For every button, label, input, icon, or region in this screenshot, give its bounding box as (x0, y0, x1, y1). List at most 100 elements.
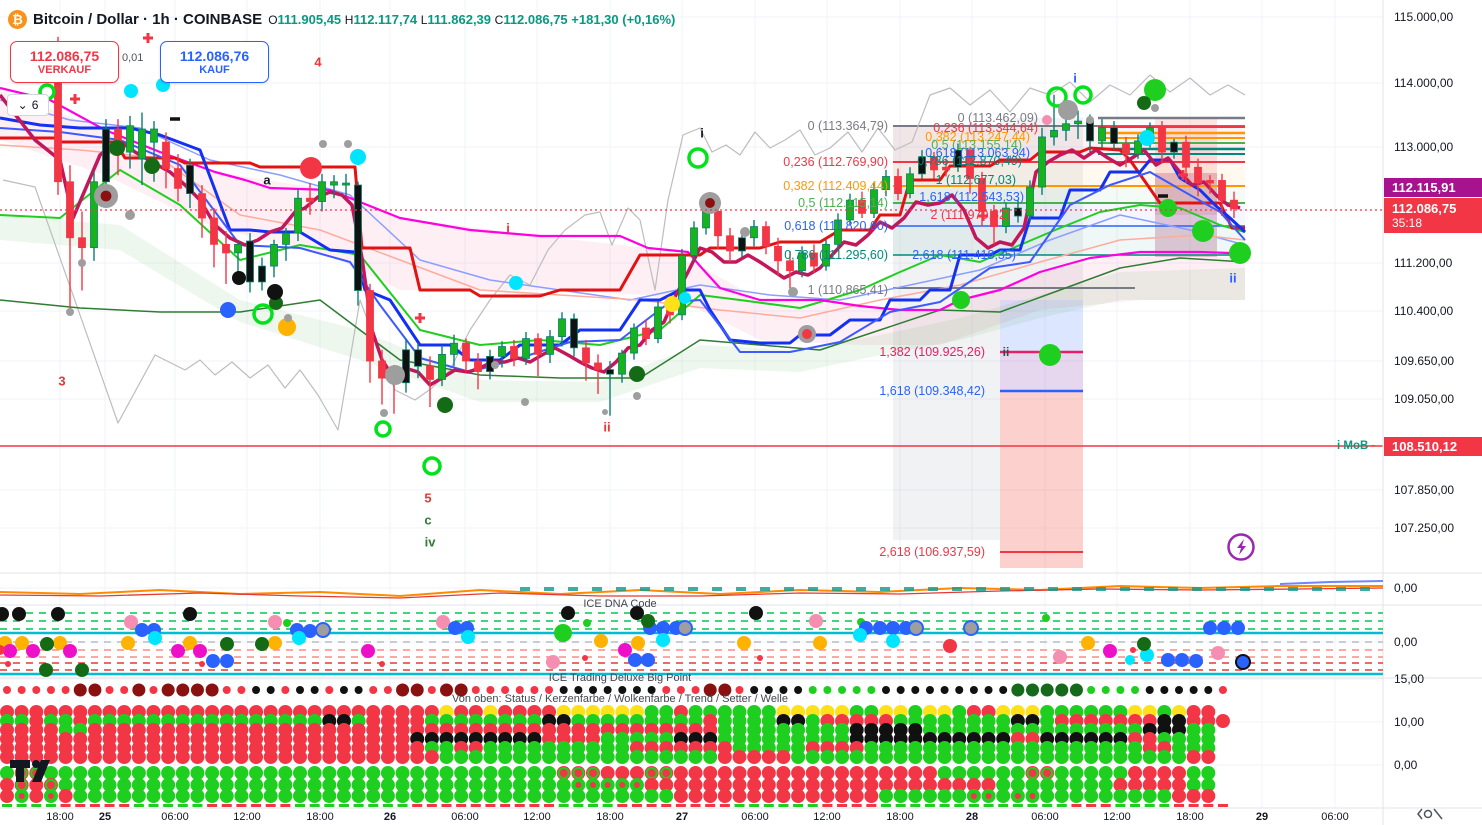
candle (90, 171, 98, 261)
chart-marker (1073, 85, 1093, 105)
candle (654, 301, 662, 344)
alert-cross-icon (143, 33, 153, 43)
fib-level-label: 1,382 (109.925,26) (879, 345, 985, 359)
fib-level-label: 0,382 (112.409,44) (783, 179, 888, 193)
chart-marker (687, 147, 709, 169)
dna-panel-title: ICE DNA Code (583, 598, 657, 610)
dna-dot (546, 655, 560, 669)
chart-marker (252, 303, 274, 325)
alert-cross-icon (978, 211, 988, 221)
time-axis-tick: 26 (383, 811, 397, 823)
candle (834, 213, 842, 249)
chart-marker (629, 366, 645, 382)
candle (1230, 191, 1238, 218)
indicators-count: 6 (31, 98, 39, 112)
candle (462, 338, 470, 372)
elliott-wave-label: ii (603, 419, 611, 435)
candle (798, 246, 806, 278)
dna-dot (594, 634, 608, 648)
bigpoint-row (0, 750, 1216, 764)
bigpoint-row (0, 778, 1216, 792)
indicators-collapse-button[interactable]: ⌄ 6 (7, 94, 49, 116)
ohlc-key: C (494, 12, 504, 27)
elliott-wave-label: 4 (314, 54, 322, 70)
dna-dot (886, 621, 900, 635)
dna-dot (206, 654, 220, 668)
candle (1026, 180, 1034, 222)
time-axis-tick: 18:00 (596, 811, 624, 823)
bigpoint-legend: Von oben: Status / Kerzenfarbe / Wolkenf… (452, 693, 788, 705)
price-badge: 108.510,12 (1384, 437, 1482, 456)
ohlc-value: 111.862,39 (427, 11, 495, 27)
chart-marker (633, 392, 641, 400)
time-axis-tick: 06:00 (741, 811, 769, 823)
elliott-wave-label: ii (1229, 270, 1237, 286)
buy-button[interactable]: 112.086,76 KAUF (160, 41, 269, 83)
candle (810, 244, 818, 273)
dna-dot (379, 661, 385, 667)
elliott-wave-label: 3 (58, 373, 66, 389)
elliott-wave-label: ii (1002, 345, 1010, 359)
candle (246, 233, 254, 293)
dna-dot (51, 607, 65, 621)
dna-dot (656, 633, 670, 647)
candle (102, 119, 110, 195)
ohlc-key: L (420, 12, 428, 27)
candle (510, 339, 518, 367)
candle (606, 360, 614, 416)
ohlc-value: 112.117,74 (353, 11, 421, 27)
chart-marker (798, 325, 816, 343)
bigpoint-row (3, 683, 1227, 697)
fib-level-label: 0,618 (113.063,94) (925, 146, 1030, 160)
fib-level-label: 0,5 (112.115,14) (798, 196, 888, 210)
time-axis-tick: 25 (98, 811, 112, 823)
time-axis-tick: 28 (965, 811, 979, 823)
dna-dot (1130, 647, 1136, 653)
chart-marker (374, 420, 392, 438)
fib-level-label: 0,786 (111.295,60) (784, 248, 888, 262)
dna-dot (255, 637, 269, 651)
candle (1014, 200, 1022, 223)
candle (678, 248, 686, 321)
dna-dot (183, 636, 197, 650)
chart-marker (952, 291, 970, 309)
buy-label: KAUF (199, 63, 230, 76)
dna-dot (124, 615, 138, 629)
time-axis-tick: 29 (1255, 811, 1269, 823)
dna-dot (15, 636, 29, 650)
sell-price: 112.086,75 (29, 47, 100, 64)
sell-button[interactable]: 112.086,75 VERKAUF (10, 41, 119, 83)
candle (294, 189, 302, 242)
chart-marker (602, 409, 608, 415)
candle (450, 334, 458, 367)
symbol-title[interactable]: Bitcoin / Dollar · 1h · COINBASE (33, 10, 263, 28)
alert-cross-icon (1178, 170, 1188, 180)
fib-level-label: 0,382 (113.247,44) (925, 130, 1030, 144)
chart-marker (1229, 242, 1251, 264)
dna-dot (63, 644, 77, 658)
chart-marker (437, 397, 453, 413)
chart-marker (278, 318, 296, 336)
dna-dot (171, 644, 185, 658)
dna-dot (641, 653, 655, 667)
dna-dot (26, 644, 40, 658)
elliott-wave-label: c (424, 512, 432, 528)
dna-dot (148, 631, 162, 645)
candle (186, 158, 194, 209)
dna-dot (39, 663, 53, 677)
fib-level-label: 1 (110.865,41) (807, 283, 888, 297)
lightning-mode-icon[interactable] (1227, 533, 1255, 561)
chart-marker (1039, 344, 1061, 366)
chart-marker (144, 158, 160, 174)
chart-marker (740, 227, 750, 237)
dna-dot (677, 620, 693, 636)
candle (198, 185, 206, 238)
dna-dot (583, 619, 591, 627)
candle (858, 191, 866, 218)
time-axis-tick: 18:00 (1176, 811, 1204, 823)
axis-settings-icon[interactable] (1417, 808, 1443, 820)
bigpoint-panel-title: ICE Trading Deluxe Big Point (548, 672, 692, 684)
candle (582, 339, 590, 381)
dna-dot (628, 653, 642, 667)
